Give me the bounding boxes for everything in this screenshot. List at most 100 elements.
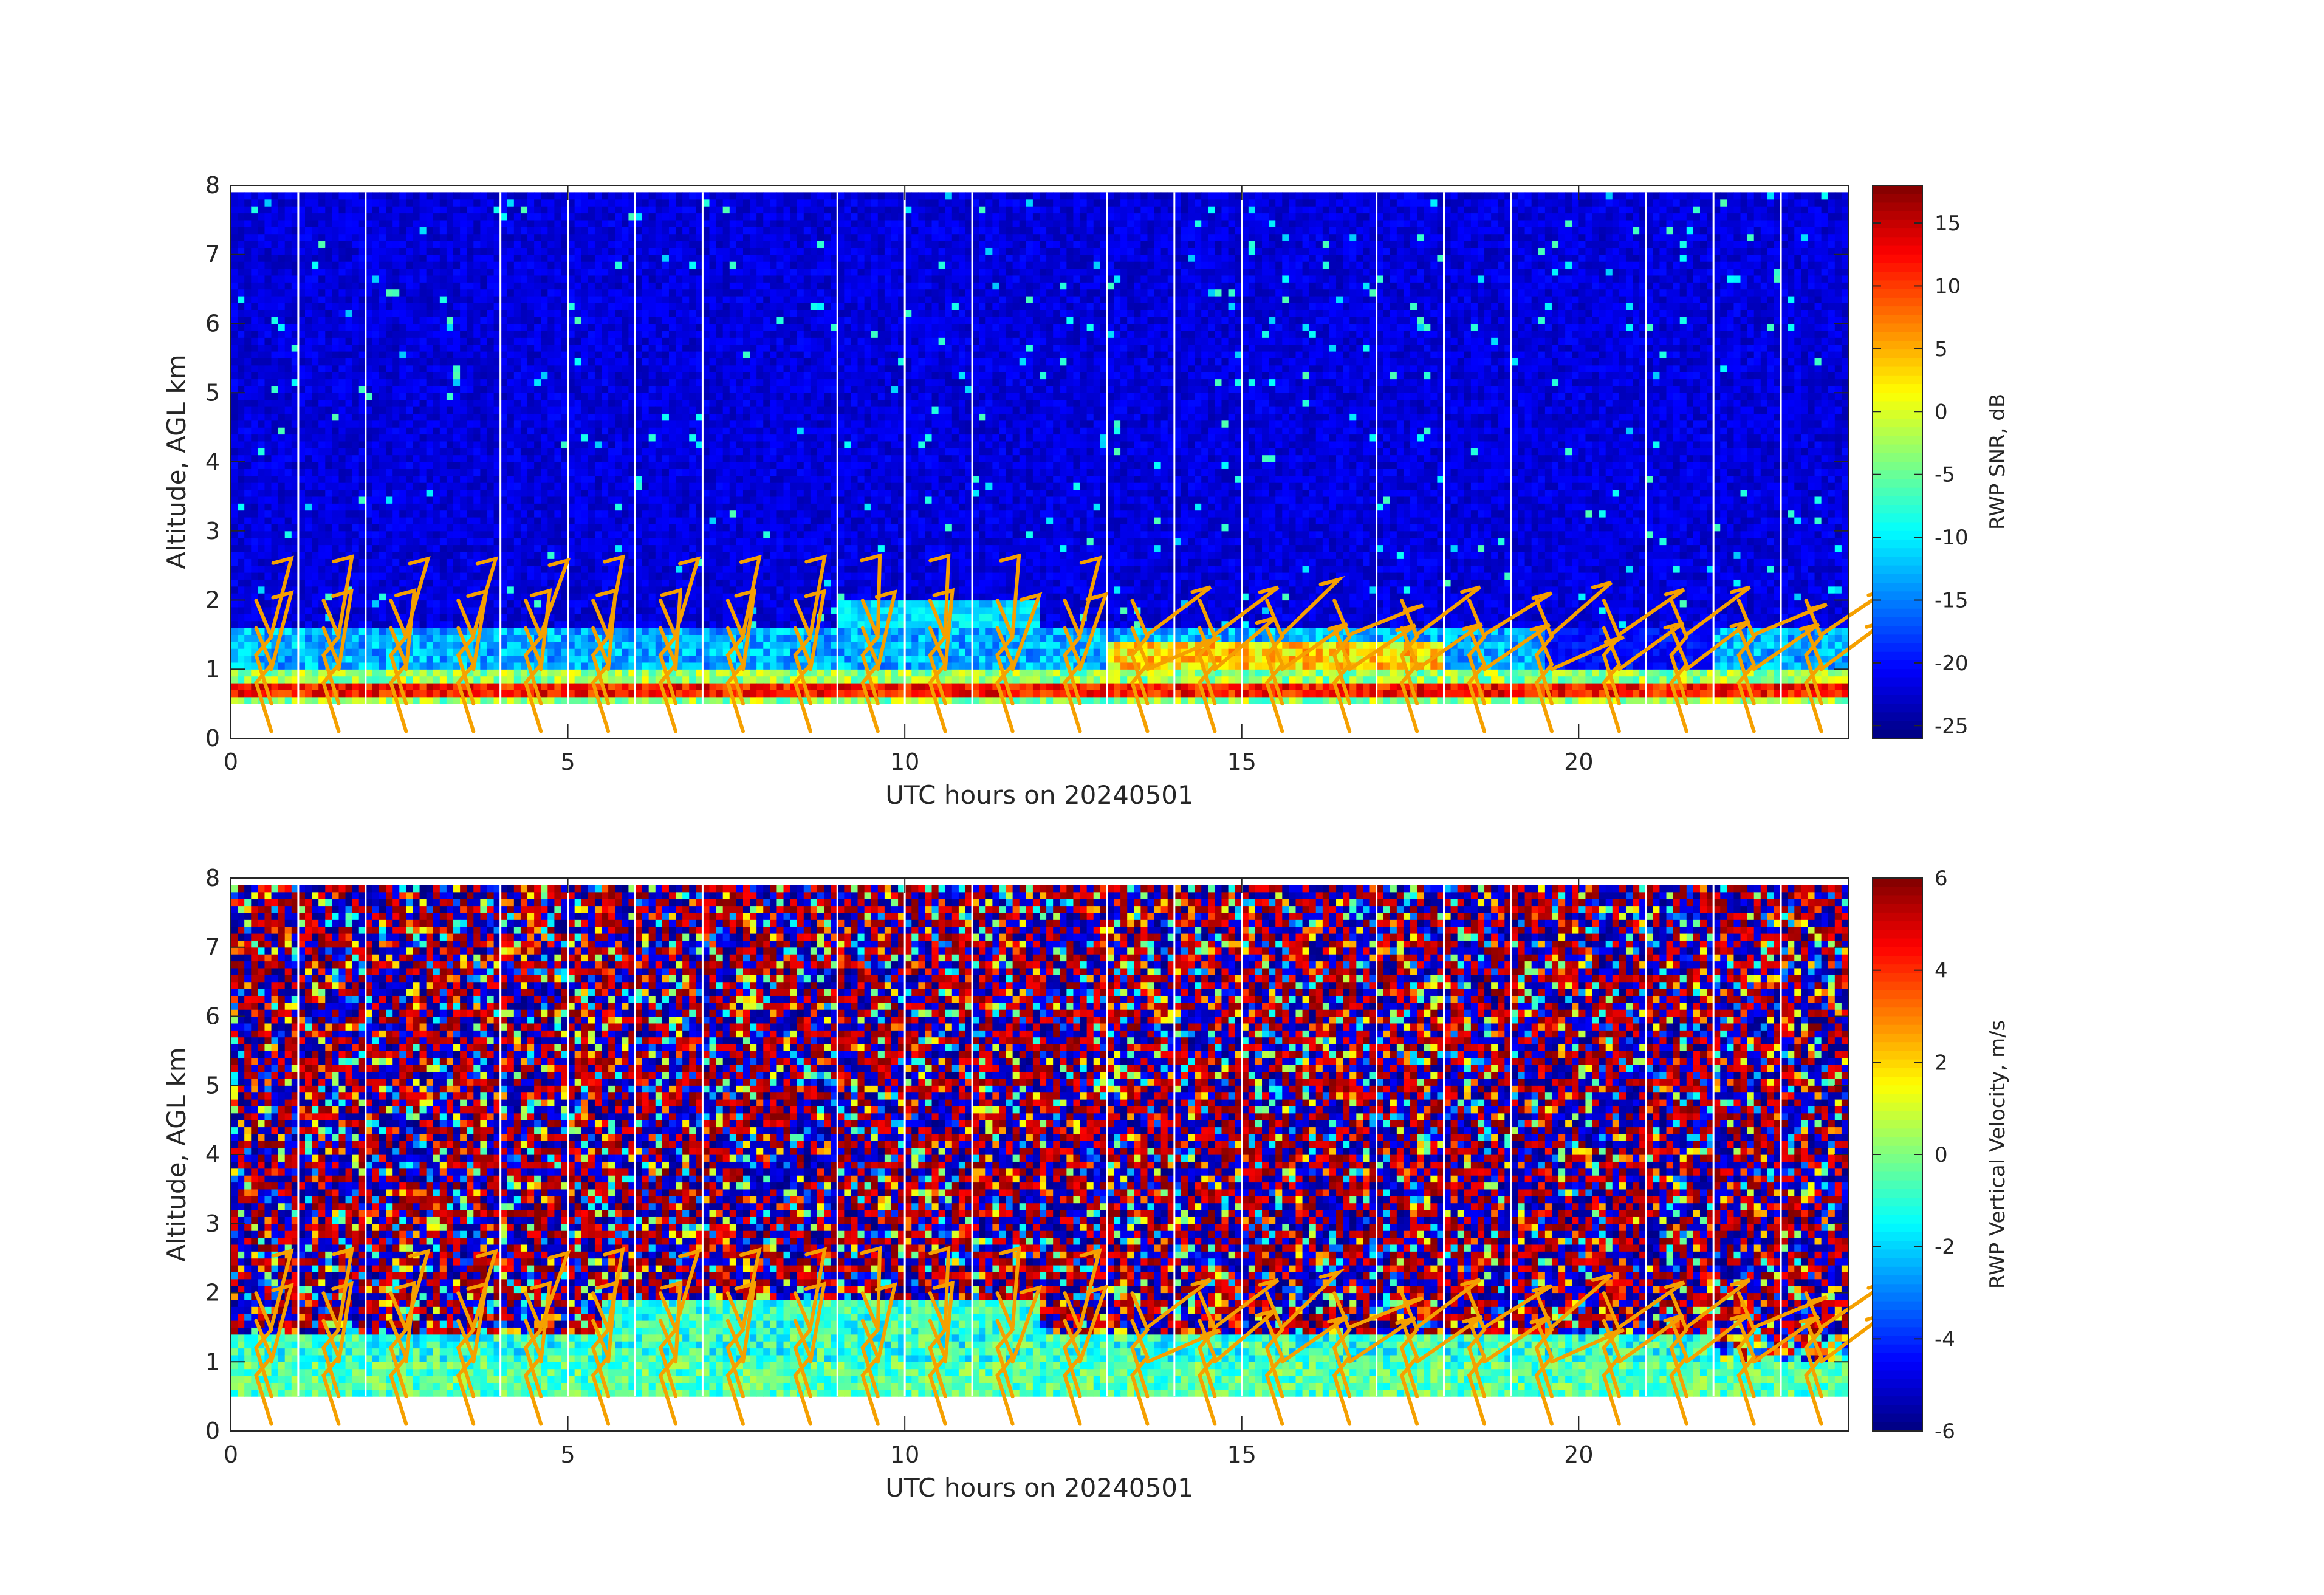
colorbar-step — [1873, 548, 1922, 557]
colorbar-step — [1873, 1051, 1922, 1060]
y-tick-label: 8 — [205, 865, 220, 891]
colorbar-step — [1873, 1293, 1922, 1302]
colorbar-step — [1873, 1103, 1922, 1112]
x-tick-label: 10 — [890, 749, 919, 775]
colorbar-step — [1873, 401, 1922, 410]
colorbar-tick-label: -15 — [1935, 589, 1969, 613]
y-tick-label: 5 — [205, 1072, 220, 1099]
colorbar-tick-label: 6 — [1935, 866, 1948, 891]
colorbar-step — [1873, 730, 1922, 739]
colorbar-step — [1873, 939, 1922, 948]
colorbar-step — [1873, 255, 1922, 264]
colorbar-tick-label: 10 — [1935, 274, 1961, 298]
y-tick-label: 0 — [205, 725, 220, 752]
colorbar-step — [1873, 315, 1922, 324]
colorbar-step — [1873, 1017, 1922, 1026]
x-tick-label: 5 — [560, 1441, 575, 1468]
colorbar-step — [1873, 1353, 1922, 1362]
colorbar-step — [1873, 930, 1922, 939]
colorbar-step — [1873, 626, 1922, 635]
colorbar-step — [1873, 1224, 1922, 1233]
colorbar-step — [1873, 1025, 1922, 1034]
colorbar-step — [1873, 384, 1922, 393]
colorbar-step — [1873, 999, 1922, 1008]
colorbar-step — [1873, 973, 1922, 982]
colorbar-step — [1873, 280, 1922, 289]
colorbar-step — [1873, 1275, 1922, 1285]
y-tick-label: 1 — [205, 656, 220, 682]
colorbar-step — [1873, 1198, 1922, 1207]
colorbar-step — [1873, 887, 1922, 896]
colorbar-step — [1873, 669, 1922, 678]
colorbar-step — [1873, 202, 1922, 211]
colorbar-step — [1873, 194, 1922, 203]
colorbar-step — [1873, 1388, 1922, 1397]
colorbar-tick-label: -20 — [1935, 651, 1969, 676]
colorbar-tick-label: -4 — [1935, 1327, 1955, 1351]
colorbar-step — [1873, 1405, 1922, 1414]
colorbar-step — [1873, 1422, 1922, 1432]
colorbar-step — [1873, 393, 1922, 402]
colorbar-step — [1873, 652, 1922, 661]
colorbar-step — [1873, 600, 1922, 609]
colorbar-step — [1873, 1181, 1922, 1190]
colorbar-step — [1873, 376, 1922, 385]
colorbar-step — [1873, 1232, 1922, 1241]
colorbar-step — [1873, 687, 1922, 696]
y-tick-label: 8 — [205, 172, 220, 199]
colorbar-step — [1873, 1258, 1922, 1267]
y-tick-label: 2 — [205, 587, 220, 614]
colorbar-step — [1873, 1146, 1922, 1155]
colorbar-step — [1873, 1327, 1922, 1336]
colorbar-step — [1873, 1284, 1922, 1293]
colorbar-step — [1873, 427, 1922, 436]
x-tick-label: 5 — [560, 749, 575, 775]
colorbar-tick-label: -10 — [1935, 526, 1969, 550]
y-tick-label: 1 — [205, 1348, 220, 1375]
colorbar-step — [1873, 306, 1922, 315]
colorbar-step — [1873, 185, 1922, 194]
colorbar-step — [1873, 488, 1922, 497]
colorbar-step — [1873, 1345, 1922, 1354]
colorbar-step — [1873, 1077, 1922, 1086]
colorbar-step — [1873, 1111, 1922, 1120]
y-tick-label: 0 — [205, 1418, 220, 1444]
colorbar-step — [1873, 436, 1922, 445]
y-tick-label: 5 — [205, 379, 220, 406]
colorbar-step — [1873, 1060, 1922, 1069]
colorbar-step — [1873, 712, 1922, 721]
colorbar-step — [1873, 557, 1922, 566]
colorbar-tick-label: -5 — [1935, 463, 1955, 487]
colorbar-tick-label: 0 — [1935, 400, 1948, 424]
x-axis-label: UTC hours on 20240501 — [885, 780, 1194, 810]
colorbar-step — [1873, 349, 1922, 358]
y-tick-label: 2 — [205, 1280, 220, 1306]
colorbar-step — [1873, 220, 1922, 229]
colorbar-tick-label: 2 — [1935, 1051, 1948, 1075]
colorbar-step — [1873, 289, 1922, 298]
colorbar-step — [1873, 574, 1922, 583]
colorbar-step — [1873, 1042, 1922, 1051]
colorbar-step — [1873, 878, 1922, 887]
colorbar-step — [1873, 298, 1922, 307]
y-tick-label: 4 — [205, 448, 220, 475]
colorbar-step — [1873, 704, 1922, 713]
colorbar-step — [1873, 1302, 1922, 1311]
colorbar-step — [1873, 1310, 1922, 1319]
colorbar-step — [1873, 453, 1922, 462]
colorbar-step — [1873, 531, 1922, 540]
colorbar-tick-label: 5 — [1935, 337, 1948, 362]
colorbar-step — [1873, 617, 1922, 626]
colorbar-step — [1873, 695, 1922, 704]
colorbar-step — [1873, 1154, 1922, 1164]
x-tick-label: 20 — [1564, 1441, 1593, 1468]
colorbar-step — [1873, 1163, 1922, 1172]
colorbar-step — [1873, 272, 1922, 281]
y-tick-label: 3 — [205, 1210, 220, 1237]
colorbar-step — [1873, 358, 1922, 367]
heatmap-cells — [231, 885, 1849, 1396]
colorbar-step — [1873, 643, 1922, 653]
colorbar-tick-label: 0 — [1935, 1143, 1948, 1167]
x-tick-label: 15 — [1227, 749, 1256, 775]
colorbar-step — [1873, 964, 1922, 973]
